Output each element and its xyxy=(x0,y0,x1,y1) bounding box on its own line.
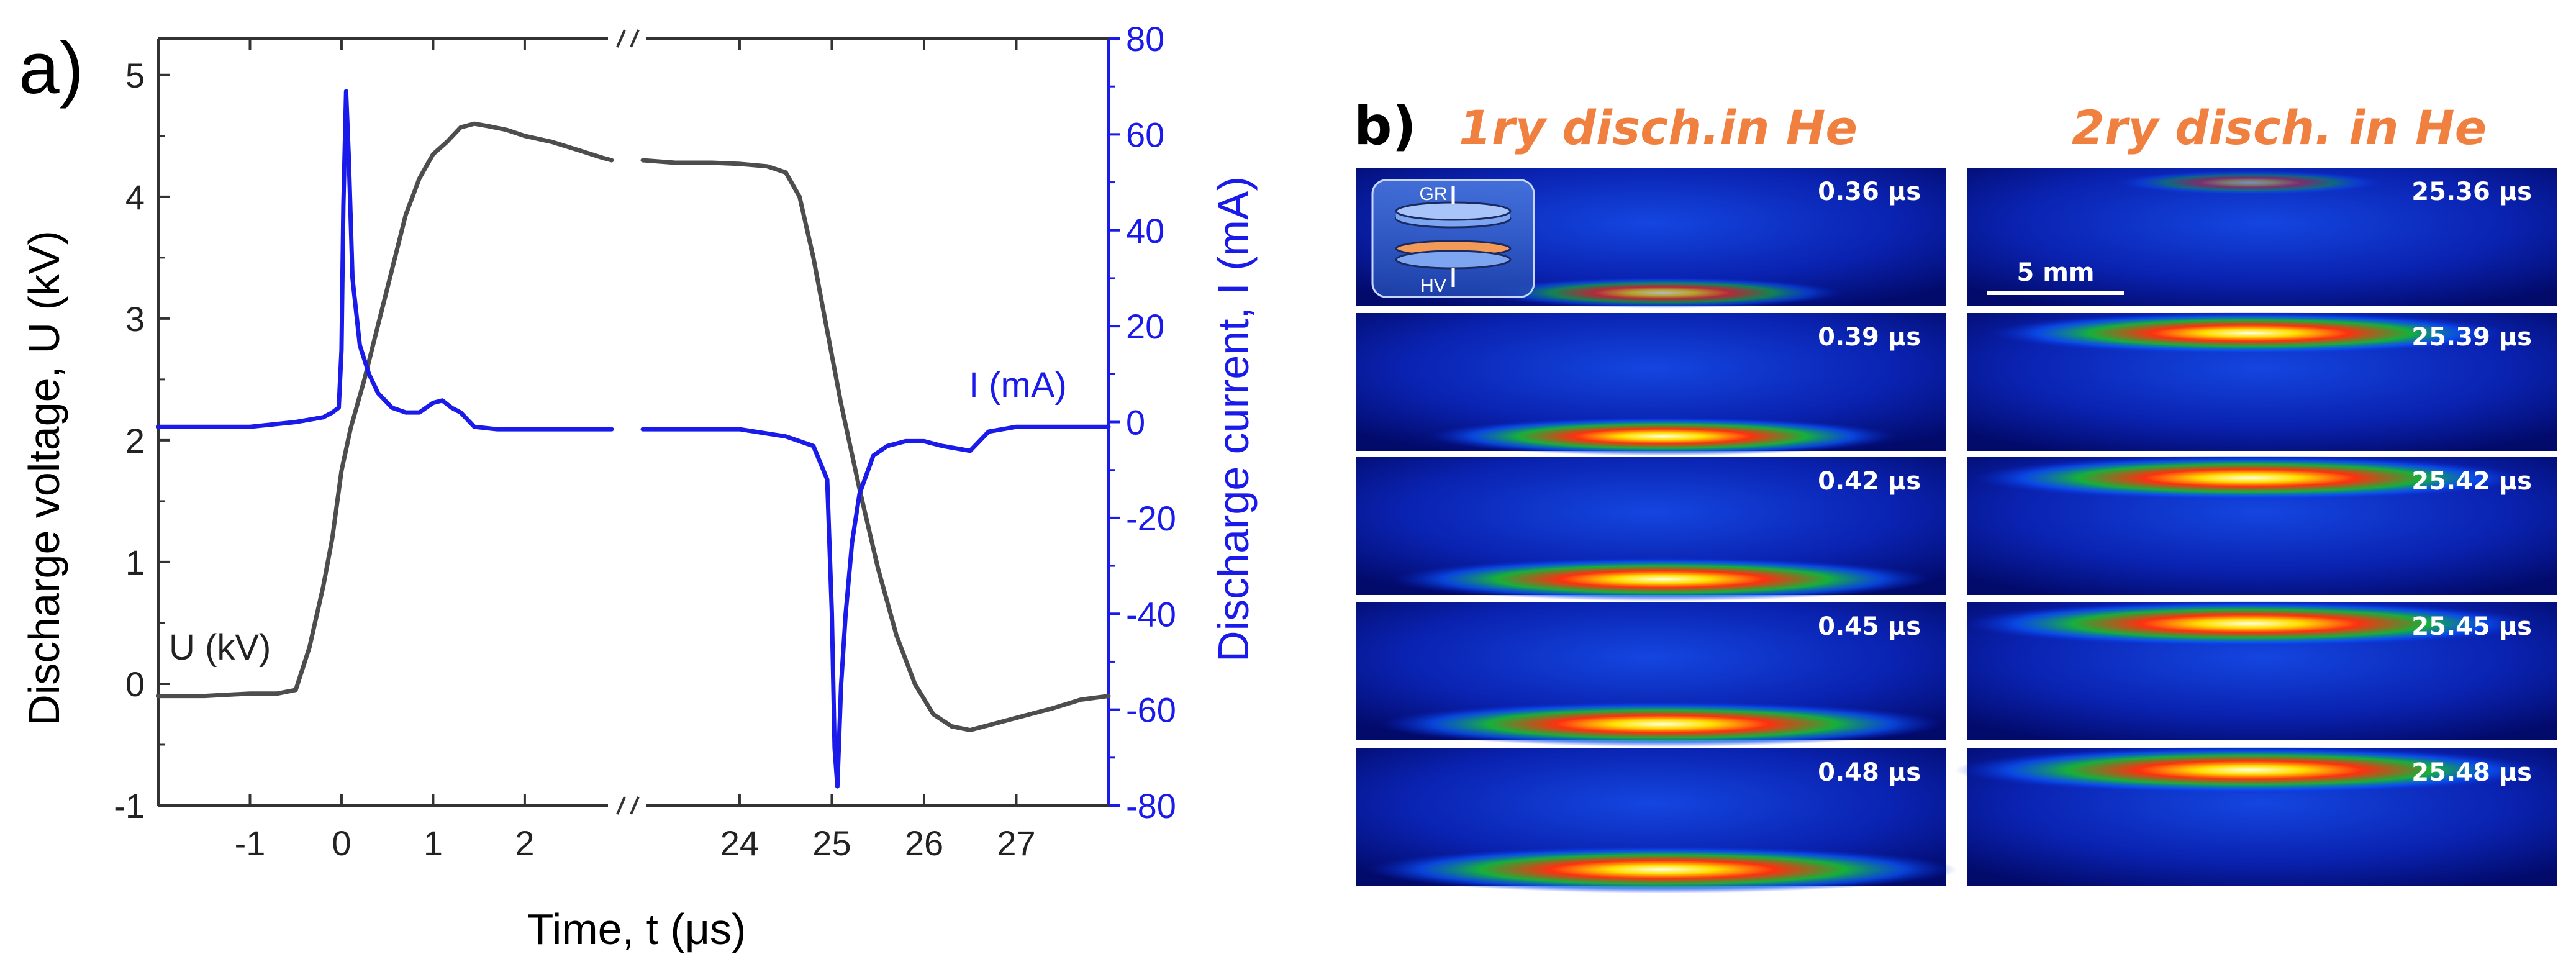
voltage-trace-segment-1 xyxy=(156,121,614,699)
plasma-glow xyxy=(2114,170,2386,195)
axis-break-mark xyxy=(630,29,640,48)
right-tick-label: 20 xyxy=(1126,307,1164,346)
frame-time-label: 0.42 μs xyxy=(1818,467,1921,496)
scale-bar-label: 5 mm xyxy=(2016,258,2094,287)
left-tick-label: 5 xyxy=(125,56,145,95)
column-title-secondary: 2ry disch. in He xyxy=(2072,100,2487,155)
right-tick-label: -20 xyxy=(1126,499,1176,538)
right-tick-label: 60 xyxy=(1126,115,1164,154)
voltage-annotation: U (kV) xyxy=(169,627,271,668)
frame-grid: 0.36 μs 0.39 μs 0.42 μs 0.45 μs 0.48 μs 25.36… xyxy=(1356,168,2557,893)
frame-time-label: 0.45 μs xyxy=(1818,612,1921,641)
electrode-inset: GR HV xyxy=(1371,179,1535,298)
x-tick-label: 26 xyxy=(905,824,943,863)
right-tick-label: -40 xyxy=(1126,594,1176,634)
frame-primary-3: 0.42 μs xyxy=(1356,457,1946,601)
right-tick-label: 40 xyxy=(1126,211,1164,250)
right-axis-title: Discharge current, I (mA) xyxy=(1209,176,1258,662)
bottom-electrode xyxy=(1395,250,1512,270)
left-tick-label: 0 xyxy=(125,665,145,704)
x-tick-label: 27 xyxy=(997,824,1035,863)
right-tick-label: 80 xyxy=(1126,19,1164,58)
plasma-glow xyxy=(1429,417,1896,456)
frame-time-label: 25.45 μs xyxy=(2411,612,2532,641)
left-tick-label: 3 xyxy=(125,299,145,338)
frame-secondary-3: 25.42 μs xyxy=(1967,455,2557,595)
scale-bar: 5 mm xyxy=(1987,258,2124,295)
frame-secondary-4: 25.45 μs xyxy=(1964,601,2557,740)
panel-b: b) 1ry disch.in He 2ry disch. in He 0.36… xyxy=(1354,95,2557,893)
plasma-glow xyxy=(1394,557,1931,601)
inset-gr-label: GR xyxy=(1420,184,1448,204)
axis-break-mark xyxy=(616,796,626,815)
inset-hv-label: HV xyxy=(1420,276,1446,296)
frame-time-label: 25.48 μs xyxy=(2411,758,2532,787)
frame-secondary-1: 25.36 μs xyxy=(1967,168,2557,306)
right-tick-label: 0 xyxy=(1126,403,1145,442)
frame-secondary-2: 25.39 μs xyxy=(1967,312,2557,451)
left-tick-label: 1 xyxy=(125,543,145,582)
panel-a-series xyxy=(156,89,1111,789)
plasma-glow xyxy=(1972,455,2528,501)
axis-break-mark xyxy=(616,29,626,48)
plasma-glow xyxy=(1482,277,1843,309)
right-tick-label: -80 xyxy=(1126,786,1176,825)
panel-a-axes: -1 0 1 2 3 4 5 -80 -60 -40 -20 0 20 40 60 80 -1 0 1 2 24 25 26… xyxy=(114,19,1176,863)
plasma-glow xyxy=(1381,701,1944,747)
frame-primary-4: 0.45 μs xyxy=(1356,602,1946,747)
frame-time-label: 25.42 μs xyxy=(2411,467,2532,496)
frame-primary-5: 0.48 μs xyxy=(1356,748,1957,893)
frame-time-label: 0.48 μs xyxy=(1818,758,1921,787)
x-tick-label: -1 xyxy=(235,824,266,863)
top-electrode-cap xyxy=(1395,201,1512,221)
x-tick-label: 1 xyxy=(424,824,443,863)
panel-a: a) -1 0 1 2 3 4 5 -80 -60 -40 -20 0 20 40 60 80 -1 0 1 2 24 2… xyxy=(19,19,1258,953)
left-tick-label: 2 xyxy=(125,421,145,460)
left-tick-label: -1 xyxy=(114,786,145,825)
left-axis-title: Discharge voltage, U (kV) xyxy=(20,230,68,726)
x-tick-label: 2 xyxy=(515,824,534,863)
current-trace-segment-1 xyxy=(156,89,614,432)
frame-time-label: 0.36 μs xyxy=(1818,178,1921,206)
frame-time-label: 0.39 μs xyxy=(1818,323,1921,352)
axis-break-mark xyxy=(630,796,640,815)
current-trace-segment-2 xyxy=(640,424,1111,789)
plasma-glow xyxy=(1367,846,1957,893)
x-tick-label: 24 xyxy=(720,824,759,863)
panel-a-label: a) xyxy=(19,27,84,109)
x-axis-title: Time, t (μs) xyxy=(527,905,746,953)
x-tick-label: 25 xyxy=(812,824,851,863)
panel-b-label: b) xyxy=(1354,95,1417,157)
frame-secondary-5: 25.48 μs xyxy=(1955,746,2557,886)
column-title-primary: 1ry disch.in He xyxy=(1459,100,1857,155)
frame-time-label: 25.39 μs xyxy=(2411,323,2532,352)
x-tick-label: 0 xyxy=(332,824,351,863)
frame-primary-2: 0.39 μs xyxy=(1356,313,1946,456)
frame-time-label: 25.36 μs xyxy=(2411,178,2532,206)
plasma-glow xyxy=(1990,312,2510,355)
right-tick-label: -60 xyxy=(1126,691,1176,730)
plasma-glow xyxy=(1964,601,2536,647)
current-annotation: I (mA) xyxy=(969,365,1067,406)
plasma-glow xyxy=(1955,746,2545,794)
left-tick-label: 4 xyxy=(125,178,145,217)
voltage-trace-segment-2 xyxy=(640,158,1111,732)
